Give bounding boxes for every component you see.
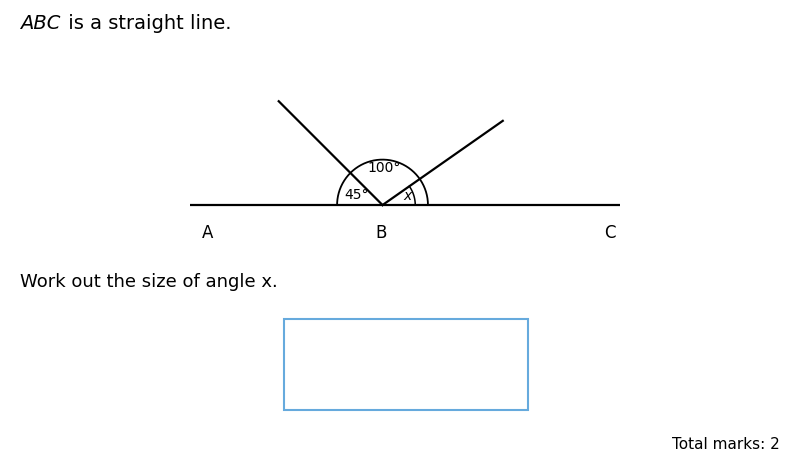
- Text: A: A: [202, 224, 214, 242]
- Text: B: B: [375, 224, 386, 242]
- Text: +: +: [506, 326, 521, 344]
- Text: Work out the size of angle x.: Work out the size of angle x.: [20, 273, 278, 291]
- Text: Total marks: 2: Total marks: 2: [672, 437, 780, 452]
- Text: 45°: 45°: [344, 188, 369, 202]
- Text: C: C: [604, 224, 615, 242]
- Text: 100°: 100°: [368, 161, 402, 175]
- Text: is a straight line.: is a straight line.: [62, 14, 231, 33]
- Text: ABC: ABC: [20, 14, 60, 33]
- Text: x: x: [404, 189, 412, 203]
